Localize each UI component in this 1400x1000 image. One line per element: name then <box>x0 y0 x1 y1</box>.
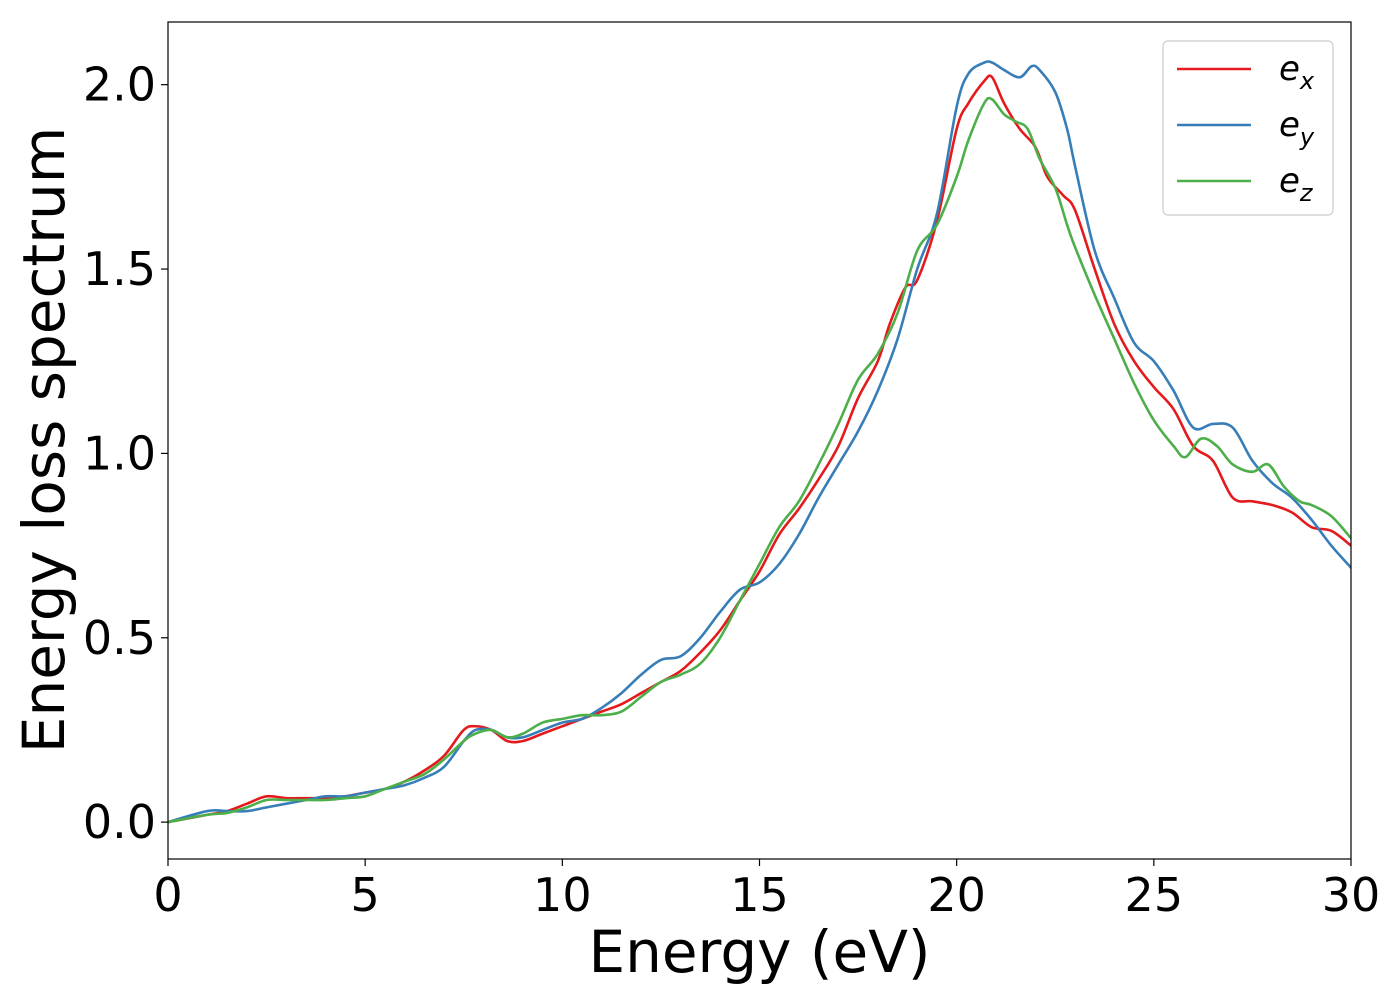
x-tick-label: 20 <box>927 868 986 922</box>
legend-box <box>1162 40 1334 216</box>
series-line-ey <box>168 60 1351 824</box>
ticks-layer: 0 5 10 15 20 25 30 0.0 0.5 1.0 1.5 2.0 <box>83 58 1380 922</box>
x-tick-label: 30 <box>1322 868 1381 922</box>
y-tick-label: 0.0 <box>83 795 156 849</box>
y-tick-label: 0.5 <box>83 611 156 665</box>
y-tick-label: 1.0 <box>83 426 156 480</box>
y-tick-label: 2.0 <box>83 58 156 112</box>
y-axis-label: Energy loss spectrum <box>10 127 78 753</box>
x-tick-label: 15 <box>730 868 789 922</box>
y-tick-label: 1.5 <box>83 242 156 296</box>
x-tick-label: 5 <box>351 868 380 922</box>
series-line-ez <box>168 96 1351 824</box>
x-tick-label: 25 <box>1125 868 1184 922</box>
x-axis-label: Energy (eV) <box>588 918 930 986</box>
x-tick-label: 10 <box>533 868 592 922</box>
x-tick-label: 0 <box>153 868 182 922</box>
legend-label-ex: ex <box>1279 49 1315 95</box>
series-layer <box>168 60 1351 824</box>
legend-label-ey: ey <box>1279 105 1315 151</box>
